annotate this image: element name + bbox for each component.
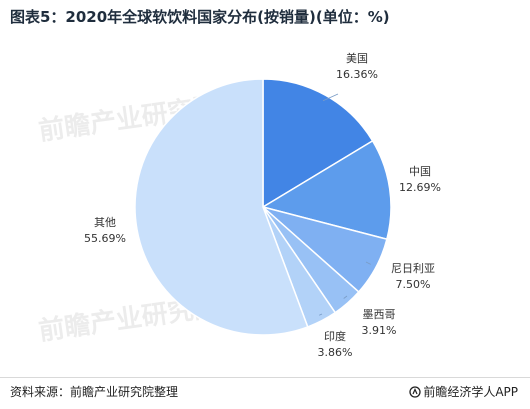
slice-name-label: 尼日利亚 (391, 262, 435, 275)
leader-line-3 (365, 261, 371, 265)
pie-slices (134, 78, 392, 336)
slice-value-label: 55.69% (84, 232, 126, 245)
slice-name-label: 中国 (409, 165, 431, 178)
leader-line-1 (322, 93, 339, 102)
brand-credit: 前瞻经济学人APP (409, 383, 518, 400)
pie-chart: 前瞻产业研究院 前瞻产业研究院 前瞻产业研究院 美国16.36%中国12.69%… (37, 52, 441, 359)
slice-name-label: 印度 (324, 329, 346, 343)
source-note: 资料来源：前瞻产业研究院整理 (10, 385, 179, 399)
slice-value-label: 3.91% (362, 324, 397, 337)
pie-labels: 美国 16.36% 中国 12.69% 尼日利亚 7.50% 墨西哥 3.91% 印度 3.86%… (84, 52, 441, 359)
brand-logo-icon (409, 386, 421, 398)
leader-line-2 (381, 187, 384, 190)
leader-line-5 (319, 313, 323, 316)
brand-text: 前瞻经济学人APP (423, 385, 518, 399)
footer-divider (0, 377, 530, 378)
pie-slice-1 (262, 78, 374, 209)
slice-value-label: 7.50% (396, 278, 431, 291)
slice-name-label: 美国 (346, 52, 368, 65)
slice-name-label: 其他 (94, 216, 116, 229)
slice-name-label: 墨西哥 (363, 308, 396, 321)
pie-slice-6 (134, 78, 309, 336)
chart-title: 图表5：2020年全球软饮料国家分布(按销量)(单位：%) (10, 8, 390, 26)
slice-value-label: 12.69% (399, 181, 441, 194)
slice-value-label: 3.86% (318, 346, 353, 359)
leader-line-4 (343, 295, 348, 299)
slice-value-label: 16.36% (336, 68, 378, 81)
